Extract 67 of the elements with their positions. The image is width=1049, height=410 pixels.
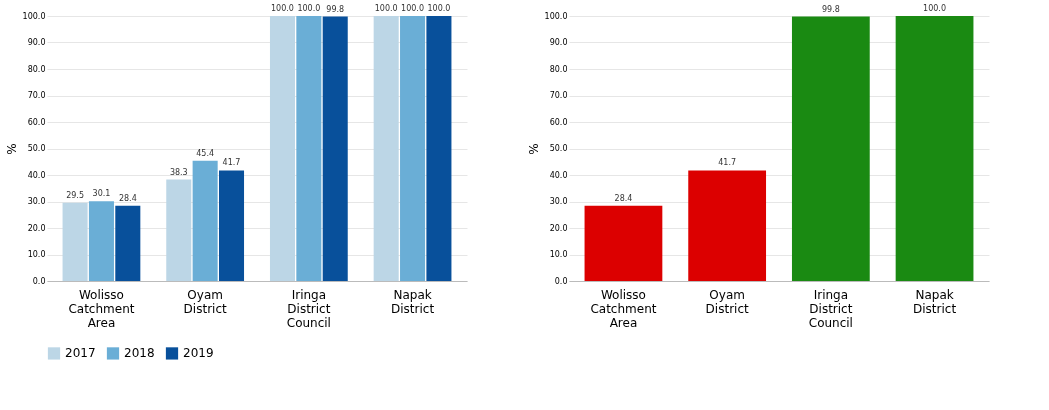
y-tick-label: 20.0 <box>549 223 568 233</box>
bar <box>192 160 218 281</box>
y-tick-label: 50.0 <box>549 144 568 153</box>
bar <box>322 16 348 281</box>
data-label: 28.4 <box>118 193 137 203</box>
bar <box>791 16 870 281</box>
y-tick-label: 90.0 <box>27 38 46 47</box>
data-label: 99.8 <box>326 4 345 14</box>
y-tick-label: 0.0 <box>32 276 46 286</box>
bar <box>88 201 114 281</box>
x-tick-label: Wolisso Catchment Area <box>590 287 657 330</box>
y-axis-title: % <box>526 143 541 155</box>
y-tick-label: 10.0 <box>27 250 46 259</box>
x-tick-label: Napak District <box>391 287 435 316</box>
bar <box>584 205 663 281</box>
y-axis-title: % <box>4 143 19 155</box>
y-tick-label: 0.0 <box>554 276 568 286</box>
legend-label: 2019 <box>183 346 214 361</box>
bar <box>426 16 452 281</box>
y-tick-label: 70.0 <box>549 91 568 100</box>
data-label: 30.1 <box>92 189 111 199</box>
y-tick-label: 80.0 <box>549 64 568 74</box>
y-tick-label: 10.0 <box>549 250 568 259</box>
data-label: 100.0 <box>923 4 947 13</box>
y-tick-label: 60.0 <box>549 117 568 127</box>
y-tick-label: 70.0 <box>27 91 46 100</box>
x-tick-label: Napak District <box>913 287 957 316</box>
x-tick-label: Wolisso Catchment Area <box>68 287 135 330</box>
y-tick-label: 90.0 <box>549 38 568 47</box>
data-label: 28.4 <box>614 193 633 203</box>
bar <box>166 179 192 281</box>
y-tick-label: 30.0 <box>549 197 568 206</box>
bar <box>895 16 974 281</box>
y-tick-label: 80.0 <box>27 64 46 74</box>
x-tick-label: Oyam District <box>705 287 749 316</box>
y-tick-label: 20.0 <box>27 223 46 233</box>
data-label: 41.7 <box>222 158 241 168</box>
bar <box>218 170 245 281</box>
bar <box>688 170 767 281</box>
data-label: 100.0 <box>374 4 398 13</box>
data-label: 100.0 <box>427 4 451 13</box>
bar <box>269 16 296 281</box>
y-tick-label: 40.0 <box>27 170 46 180</box>
y-tick-label: 40.0 <box>549 170 568 180</box>
x-tick-label: Iringa District Council <box>808 287 853 330</box>
data-label: 100.0 <box>401 4 425 13</box>
data-label: 45.4 <box>196 148 215 158</box>
legend-label: 2017 <box>65 346 96 361</box>
y-tick-label: 100.0 <box>544 11 568 21</box>
bar <box>400 16 426 281</box>
bar <box>62 202 88 281</box>
data-label: 29.5 <box>66 190 84 200</box>
data-label: 41.7 <box>718 158 737 168</box>
bar <box>115 205 141 281</box>
y-tick-label: 100.0 <box>22 11 46 21</box>
bar <box>373 16 399 281</box>
x-tick-label: Iringa District Council <box>286 287 331 330</box>
y-tick-label: 50.0 <box>27 144 46 153</box>
legend-label: 2018 <box>124 346 155 361</box>
data-label: 100.0 <box>271 4 294 13</box>
bar <box>296 16 322 281</box>
x-tick-label: Oyam District <box>183 287 227 316</box>
y-tick-label: 60.0 <box>27 117 46 127</box>
data-label: 100.0 <box>297 4 321 13</box>
data-label: 38.3 <box>169 167 188 177</box>
y-tick-label: 30.0 <box>27 197 46 206</box>
data-label: 99.8 <box>821 4 840 14</box>
